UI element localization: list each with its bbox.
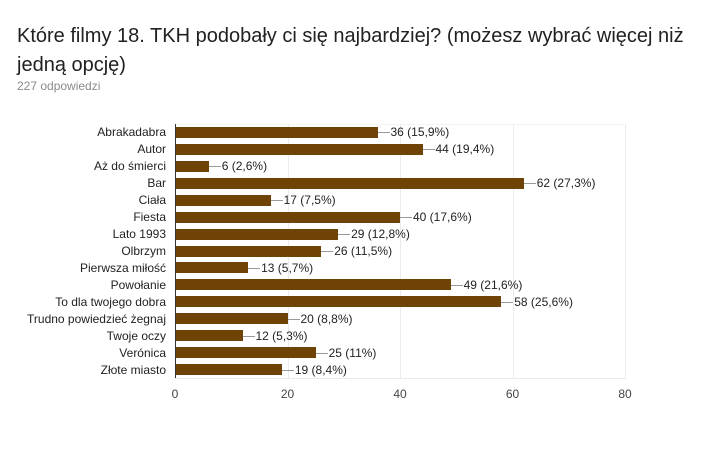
value-label: 25 (11%) <box>328 345 377 360</box>
label-connector <box>270 200 283 201</box>
gridline <box>400 124 401 378</box>
value-label: 26 (11,5%) <box>334 244 393 258</box>
x-tick-label: 60 <box>505 387 520 401</box>
bar[interactable] <box>175 177 524 189</box>
label-connector <box>248 268 261 269</box>
bar[interactable] <box>175 245 322 257</box>
bar[interactable] <box>175 313 288 325</box>
gridline <box>625 124 626 378</box>
bar[interactable] <box>175 228 339 240</box>
category-label: To dla twojego dobra <box>55 294 166 309</box>
value-label: 49 (21,6%) <box>463 277 523 292</box>
category-label: Autor <box>137 142 166 157</box>
bar[interactable] <box>175 279 451 291</box>
category-label: Aż do śmierci <box>93 159 166 174</box>
label-connector <box>315 353 328 354</box>
bar[interactable] <box>175 194 271 206</box>
category-label: Pierwsza miłość <box>79 260 166 275</box>
value-label: 13 (5,7%) <box>261 260 314 275</box>
value-label: 36 (15,9%) <box>390 125 450 140</box>
value-label: 58 (25,6%) <box>514 294 573 309</box>
category-label: Abrakadabra <box>97 125 166 140</box>
bar[interactable] <box>175 296 502 308</box>
bar[interactable] <box>175 330 243 342</box>
gridline <box>513 124 514 378</box>
bar[interactable] <box>175 143 423 155</box>
bar[interactable] <box>175 126 378 138</box>
label-connector <box>208 166 221 167</box>
value-label: 19 (8,4%) <box>294 362 347 377</box>
plot-bottom-border <box>175 378 626 379</box>
value-label: 17 (7,5%) <box>283 193 336 208</box>
category-label: Fiesta <box>133 210 166 225</box>
label-connector <box>450 285 463 286</box>
category-label: Trudno powiedzieć żegnaj <box>27 311 166 326</box>
label-connector <box>377 132 390 133</box>
label-connector <box>242 336 255 337</box>
y-axis-baseline <box>175 124 176 378</box>
label-connector <box>523 183 536 184</box>
value-label: 12 (5,3%) <box>255 328 308 343</box>
x-tick-label: 80 <box>618 387 632 401</box>
label-connector <box>400 217 412 218</box>
x-tick-label: 0 <box>171 387 179 401</box>
category-label: Lato 1993 <box>112 227 166 242</box>
x-tick-label: 40 <box>393 387 407 401</box>
category-label: Verónica <box>119 345 166 360</box>
bar[interactable] <box>175 160 209 172</box>
label-connector <box>281 370 294 371</box>
bar[interactable] <box>175 347 316 359</box>
value-label: 40 (17,6%) <box>413 210 472 225</box>
label-connector <box>338 234 351 235</box>
x-tick-label: 20 <box>280 387 295 401</box>
label-connector <box>321 251 334 252</box>
value-label: 20 (8,8%) <box>300 311 353 326</box>
bar[interactable] <box>175 211 400 223</box>
value-label: 29 (12,8%) <box>351 227 410 242</box>
label-connector <box>287 319 300 320</box>
value-label: 44 (19,4%) <box>435 142 495 157</box>
label-connector <box>422 149 435 150</box>
question-title: Które filmy 18. TKH podobały ci się najb… <box>17 25 684 76</box>
response-count: 227 odpowiedzi <box>17 79 101 93</box>
value-label: 6 (2,6%) <box>221 159 268 174</box>
category-label: Bar <box>147 176 166 191</box>
category-label: Złote miasto <box>100 362 166 377</box>
category-label: Ciała <box>138 193 166 208</box>
bar[interactable] <box>175 262 249 274</box>
value-label: 62 (27,3%) <box>536 176 596 191</box>
label-connector <box>501 302 514 303</box>
category-label: Twoje oczy <box>106 328 166 343</box>
category-label: Powołanie <box>110 277 166 292</box>
category-label: Olbrzym <box>121 244 166 258</box>
bar[interactable] <box>175 364 282 376</box>
